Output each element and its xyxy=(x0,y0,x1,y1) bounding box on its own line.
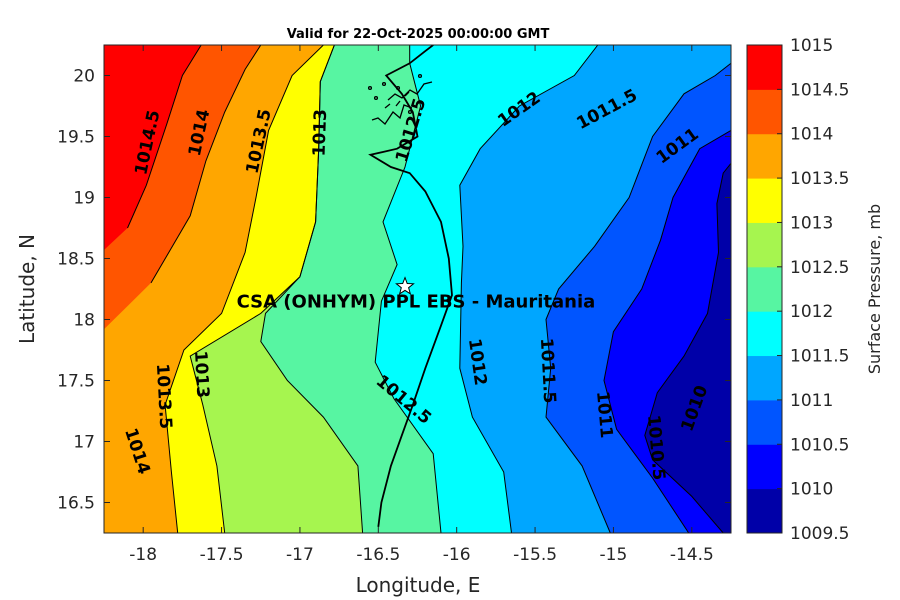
colorbar-tick-label: 1012 xyxy=(790,302,833,322)
colorbar-frame xyxy=(746,44,783,534)
y-tick-label: 19 xyxy=(73,189,95,209)
colorbar-tick-label: 1011.5 xyxy=(790,347,849,367)
colorbar-swatch-1011.5 xyxy=(747,311,782,357)
contour-line-1011 xyxy=(545,45,731,533)
plot-frame xyxy=(103,44,732,534)
colorbar: 1009.5 1010 1010.5 1011 1011.5 1012 1012.5 1013… xyxy=(746,36,849,544)
contour-line-1014 xyxy=(150,45,262,284)
x-tick-label: -14.5 xyxy=(670,545,714,565)
x-tick-label: -16 xyxy=(443,545,471,565)
contour-line-1013 xyxy=(189,45,335,533)
contour-line-1010.5 xyxy=(603,45,731,533)
contour-lines xyxy=(127,45,731,533)
x-tick-label: -17 xyxy=(286,545,314,565)
contour-line-1012 xyxy=(374,45,442,533)
y-axis-ticks: 16.5 17 17.5 18 18.5 19 19.5 20 xyxy=(57,67,731,514)
contour-line-1011.5 xyxy=(459,45,599,533)
colorbar-tick-label: 1009.5 xyxy=(790,524,849,544)
colorbar-tick-label: 1013 xyxy=(790,213,833,233)
contour-line-1014.5 xyxy=(127,45,202,229)
x-tick-label: -17.5 xyxy=(200,545,244,565)
site-star-marker xyxy=(395,276,415,295)
colorbar-tick-label: 1015 xyxy=(790,36,833,56)
x-tick-label: -15 xyxy=(600,545,628,565)
x-tick-label: -16.5 xyxy=(356,545,400,565)
x-axis-ticks: -18 -17.5 -17 -16.5 -16 -15.5 -15 -14.5 xyxy=(129,45,714,565)
colorbar-tick-label: 1010 xyxy=(790,480,833,500)
y-tick-label: 16.5 xyxy=(57,494,95,514)
colorbar-tick-label: 1012.5 xyxy=(790,258,849,278)
y-tick-label: 20 xyxy=(73,67,95,87)
y-tick-label: 19.5 xyxy=(57,128,95,148)
plot-area: 1014.5 1014 1013.5 1013 1012.5 1012 1011.51011… xyxy=(104,45,731,533)
contour-line-1013.5 xyxy=(164,45,324,533)
colorbar-swatch-1010.5 xyxy=(747,399,782,445)
coastline xyxy=(368,45,453,528)
colorbar-swatch-1014 xyxy=(747,89,782,135)
x-tick-label: -15.5 xyxy=(513,545,557,565)
colorbar-swatch-1009.5 xyxy=(747,488,782,534)
colorbar-tick-label: 1013.5 xyxy=(790,169,849,189)
colorbar-swatch-1010 xyxy=(747,444,782,490)
y-tick-label: 17 xyxy=(73,433,95,453)
y-tick-label: 17.5 xyxy=(57,372,95,392)
contour-label: 1013 xyxy=(310,109,332,157)
colorbar-tick-label: 1014 xyxy=(790,125,833,145)
contour-label: 1013 xyxy=(190,350,212,398)
contour-bands xyxy=(104,45,731,533)
y-tick-label: 18 xyxy=(73,311,95,331)
colorbar-tick-label: 1010.5 xyxy=(790,435,849,455)
contour-band-1014.5 xyxy=(104,45,202,250)
colorbar-swatch-1011 xyxy=(747,355,782,401)
x-tick-label: -18 xyxy=(129,545,157,565)
y-tick-label: 18.5 xyxy=(57,250,95,270)
contour-label: 1011.5 xyxy=(536,337,559,404)
contour-line-1010 xyxy=(644,45,731,533)
chart-title: Valid for 22-Oct-2025 00:00:00 GMT xyxy=(287,27,550,42)
contour-label: 1013.5 xyxy=(152,363,175,430)
colorbar-label: Surface Pressure, mb xyxy=(865,204,884,374)
contour-label: 1011 xyxy=(592,390,616,439)
colorbar-swatch-1014.5 xyxy=(747,45,782,90)
y-axis-label: Latitude, N xyxy=(15,234,39,344)
colorbar-swatch-1013 xyxy=(747,178,782,223)
x-axis-label: Longitude, E xyxy=(356,573,481,597)
colorbar-tick-label: 1011 xyxy=(790,391,833,411)
site-label: CSA (ONHYM) PPL EBS - Mauritania xyxy=(237,292,596,313)
colorbar-swatch-1013.5 xyxy=(747,133,782,179)
coastal-islands xyxy=(367,73,433,125)
colorbar-tick-label: 1014.5 xyxy=(790,80,849,100)
colorbar-swatch-1012 xyxy=(747,266,782,312)
colorbar-swatch-1012.5 xyxy=(747,222,782,268)
